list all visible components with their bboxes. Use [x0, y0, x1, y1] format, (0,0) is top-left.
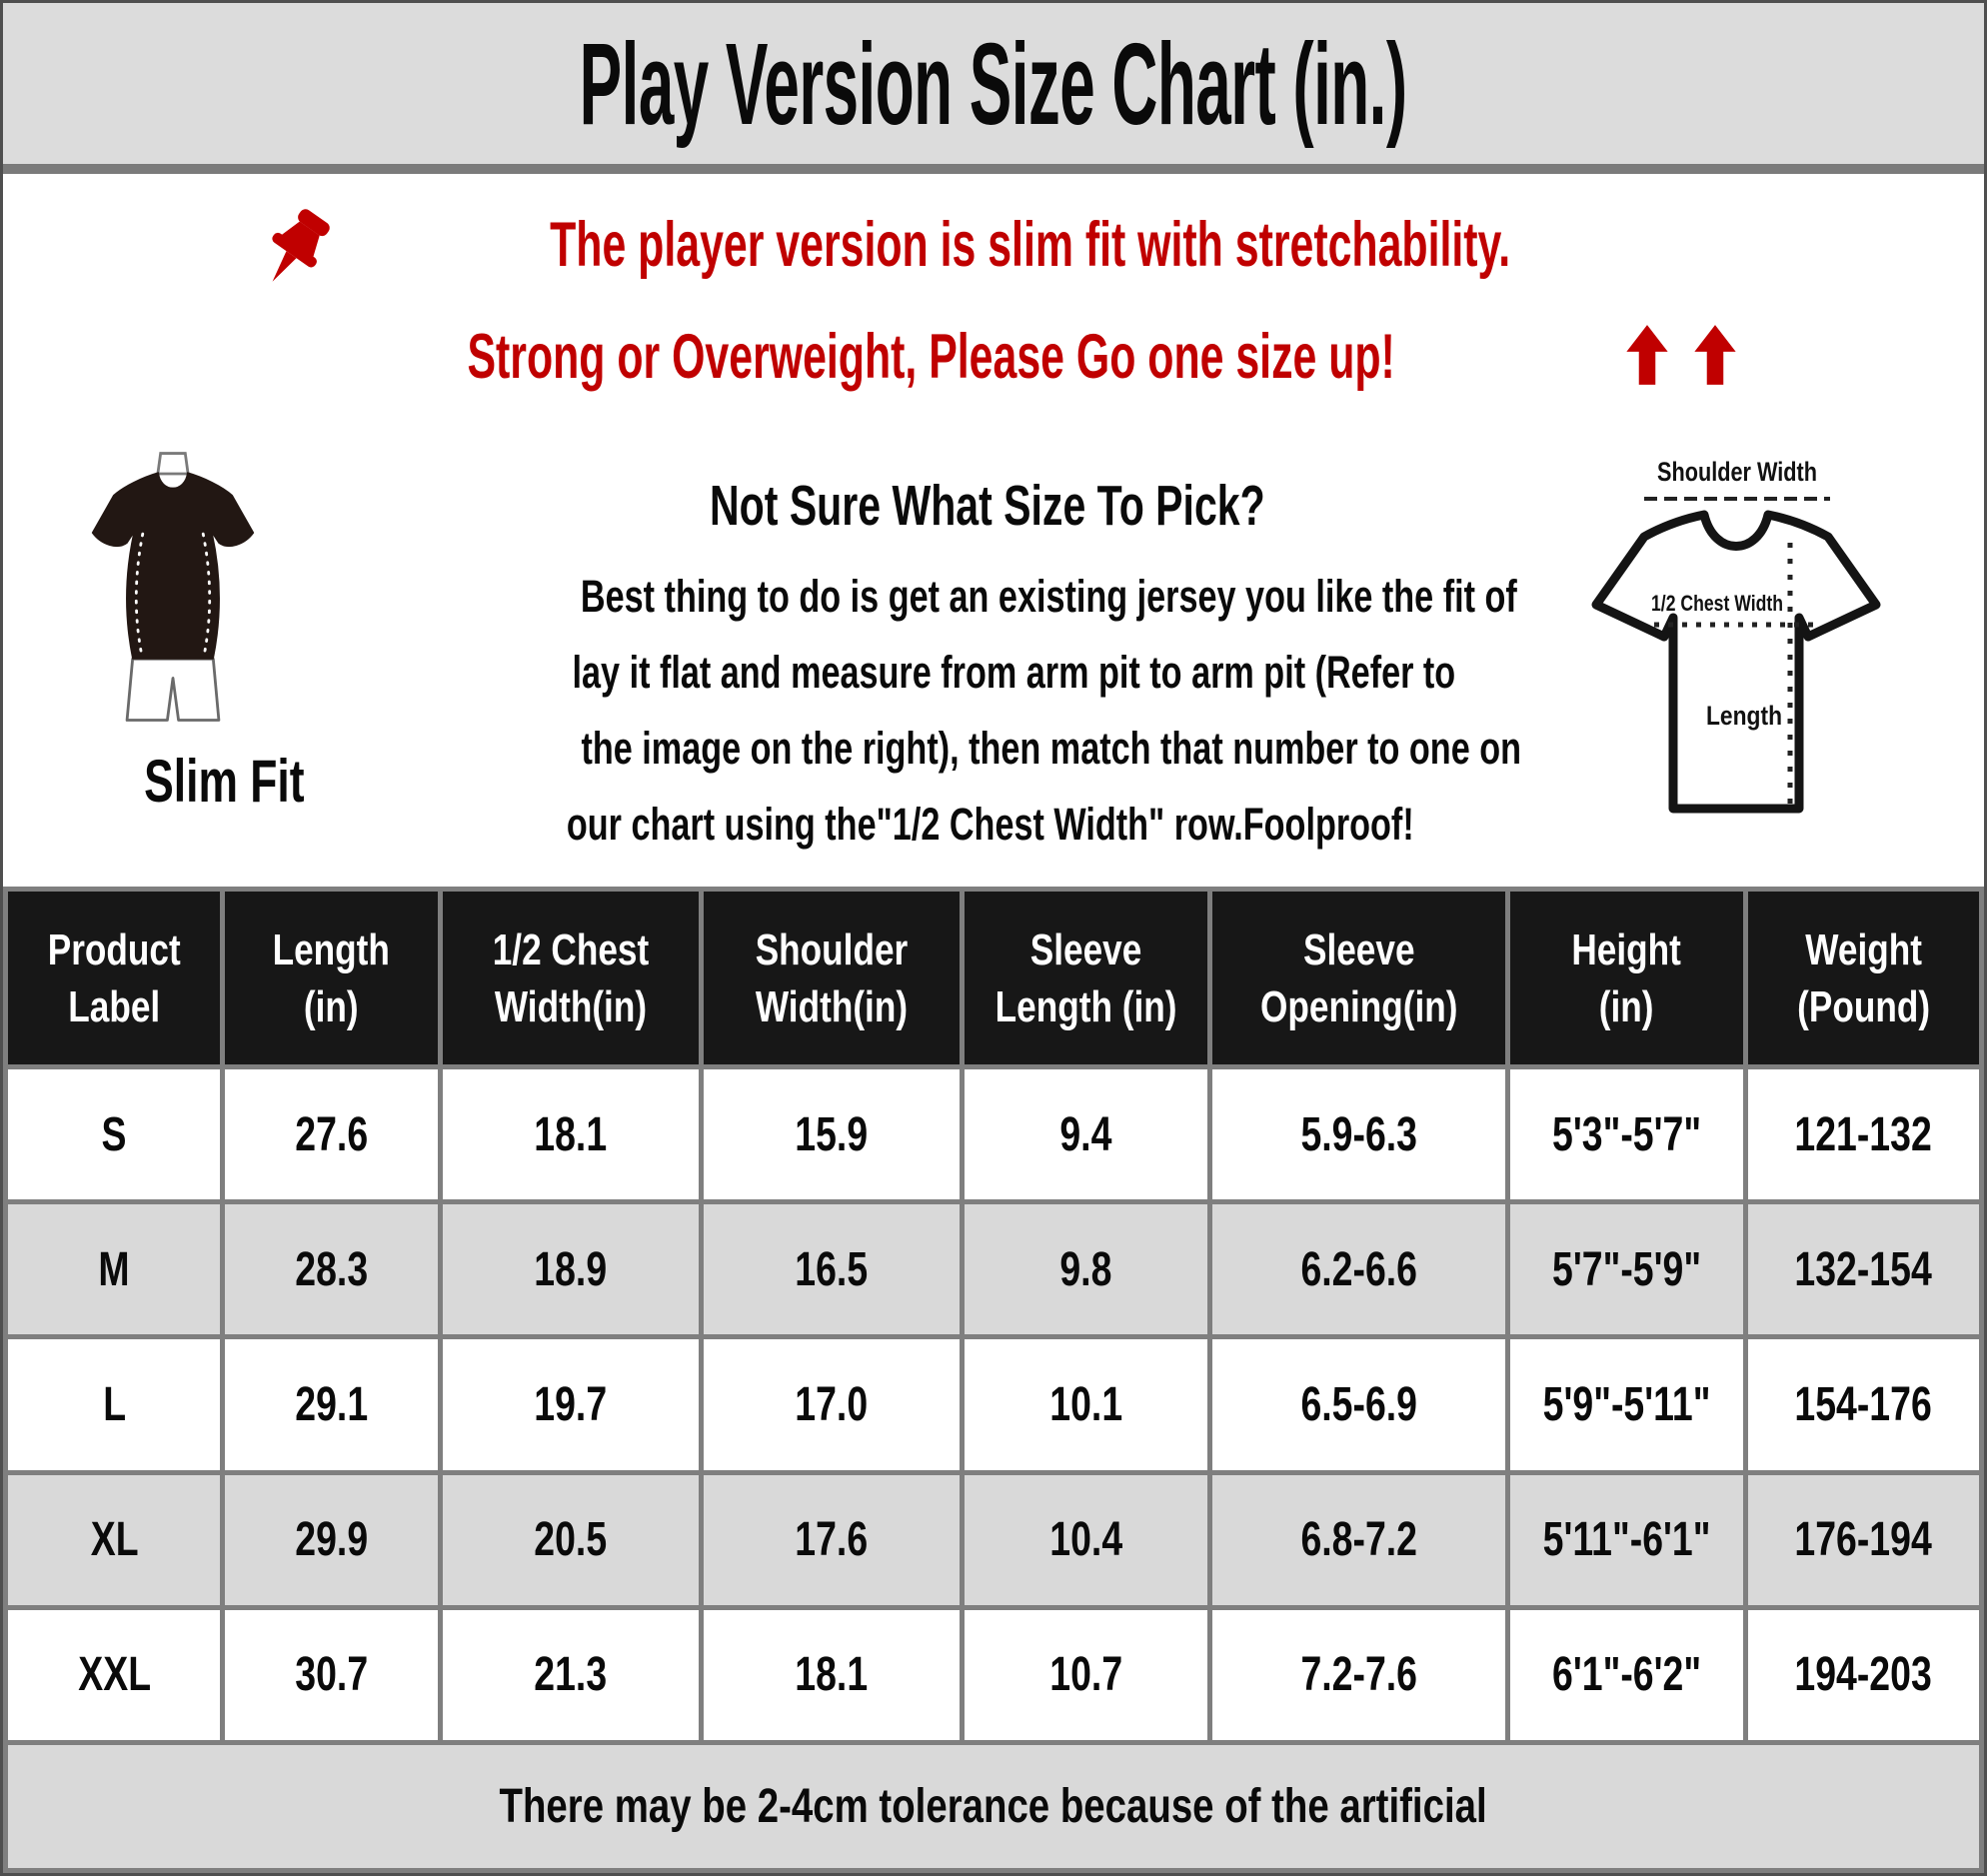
cell-shoulder: 17.6: [698, 1469, 965, 1610]
cell-weight: 132-154: [1742, 1199, 1984, 1340]
table-row-m: M 28.3 18.9 16.5 9.8 6.2-6.6 5'7"-5'9" 1…: [3, 1199, 1984, 1340]
cell-half-chest: 19.7: [437, 1334, 704, 1475]
cell-sleeve-length: 9.8: [959, 1199, 1212, 1340]
cell-height: 5'7"-5'9": [1505, 1199, 1748, 1340]
table-row-s: S 27.6 18.1 15.9 9.4 5.9-6.3 5'3"-5'7" 1…: [3, 1063, 1984, 1205]
header-sleeve-opening: Sleeve Opening(in): [1206, 887, 1511, 1069]
cell-height: 5'11"-6'1": [1505, 1469, 1748, 1610]
cell-size: L: [3, 1334, 226, 1475]
header-sleeve-length: Sleeve Length (in): [959, 887, 1212, 1069]
half-chest-width-label: 1/2 Chest Width: [1651, 591, 1783, 616]
length-label: Length: [1706, 701, 1782, 731]
title-band: Play Version Size Chart (in.): [3, 3, 1984, 174]
cell-sleeve-opening: 6.8-7.2: [1206, 1469, 1511, 1610]
cell-shoulder: 15.9: [698, 1063, 965, 1205]
cell-sleeve-length: 9.4: [959, 1063, 1212, 1205]
cell-shoulder: 18.1: [698, 1604, 965, 1746]
cell-height: 6'1"-6'2": [1505, 1604, 1748, 1746]
cell-sleeve-length: 10.4: [959, 1469, 1212, 1610]
page-title: Play Version Size Chart (in.): [580, 18, 1407, 149]
cell-sleeve-length: 10.7: [959, 1604, 1212, 1746]
cell-size: S: [3, 1063, 226, 1205]
table-row-xxl: XXL 30.7 21.3 18.1 10.7 7.2-7.6 6'1"-6'2…: [3, 1604, 1984, 1746]
size-help-line: Best thing to do is get an existing jers…: [580, 571, 1517, 622]
cell-half-chest: 21.3: [437, 1604, 704, 1746]
header-weight: Weight (Pound): [1742, 887, 1984, 1069]
cell-sleeve-opening: 6.2-6.6: [1206, 1199, 1511, 1340]
table-row-xl: XL 29.9 20.5 17.6 10.4 6.8-7.2 5'11"-6'1…: [3, 1469, 1984, 1610]
cell-half-chest: 18.9: [437, 1199, 704, 1340]
cell-shoulder: 16.5: [698, 1199, 965, 1340]
shoulder-width-label: Shoulder Width: [1657, 457, 1817, 487]
header-length: Length (in): [220, 887, 443, 1069]
cell-shoulder: 17.0: [698, 1334, 965, 1475]
table-footer-row: There may be 2-4cm tolerance because of …: [3, 1740, 1984, 1873]
pushpin-icon: [250, 205, 338, 293]
cell-height: 5'9"-5'11": [1505, 1334, 1748, 1475]
cell-weight: 121-132: [1742, 1063, 1984, 1205]
cell-length: 30.7: [220, 1604, 443, 1746]
notice-line-1: The player version is slim fit with stre…: [550, 210, 1511, 280]
notice-block: The player version is slim fit with stre…: [3, 201, 1984, 393]
size-help-heading: Not Sure What Size To Pick?: [710, 474, 1265, 538]
tshirt-outline: [1591, 510, 1881, 814]
cell-length: 28.3: [220, 1199, 443, 1340]
header-height: Height (in): [1505, 887, 1748, 1069]
cell-half-chest: 20.5: [437, 1469, 704, 1610]
cell-size: XXL: [3, 1604, 226, 1746]
cell-weight: 176-194: [1742, 1469, 1984, 1610]
up-arrows: [1624, 323, 1738, 387]
cell-weight: 154-176: [1742, 1334, 1984, 1475]
header-half-chest-width: 1/2 Chest Width(in): [437, 887, 704, 1069]
cell-sleeve-length: 10.1: [959, 1334, 1212, 1475]
cell-height: 5'3"-5'7": [1505, 1063, 1748, 1205]
cell-sleeve-opening: 7.2-7.6: [1206, 1604, 1511, 1746]
cell-half-chest: 18.1: [437, 1063, 704, 1205]
cell-length: 29.9: [220, 1469, 443, 1610]
size-table-wrap: Product Label Length (in) 1/2 Chest Width(i…: [3, 887, 1984, 1873]
cell-size: M: [3, 1199, 226, 1340]
size-help-line: lay it flat and measure from arm pit to …: [572, 647, 1456, 698]
slim-fit-caption: Slim Fit: [143, 748, 305, 815]
tshirt-measurement-diagram: Shoulder Width 1/2 Chest Width Length: [1574, 453, 1970, 845]
size-help-block: Not Sure What Size To Pick? Best thing t…: [433, 473, 1542, 863]
notice-row-2: Strong or Overweight, Please Go one size…: [249, 321, 1737, 393]
size-help-line: our chart using the"1/2 Chest Width" row…: [566, 799, 1414, 850]
cell-sleeve-opening: 6.5-6.9: [1206, 1334, 1511, 1475]
table-row-l: L 29.1 19.7 17.0 10.1 6.5-6.9 5'9"-5'11"…: [3, 1334, 1984, 1475]
cell-sleeve-opening: 5.9-6.3: [1206, 1063, 1511, 1205]
cell-weight: 194-203: [1742, 1604, 1984, 1746]
header-product-label: Product Label: [3, 887, 226, 1069]
up-arrow-icon: [1693, 325, 1736, 385]
up-arrow-icon: [1625, 325, 1668, 385]
table-header-row: Product Label Length (in) 1/2 Chest Width(i…: [3, 887, 1984, 1069]
cell-length: 27.6: [220, 1063, 443, 1205]
size-help-line: the image on the right), then match that…: [581, 723, 1522, 774]
cell-size: XL: [3, 1469, 226, 1610]
notice-line-2: Strong or Overweight, Please Go one size…: [467, 322, 1396, 392]
cell-length: 29.1: [220, 1334, 443, 1475]
size-table: Product Label Length (in) 1/2 Chest Width(i…: [3, 887, 1984, 1873]
tolerance-note: There may be 2-4cm tolerance because of …: [3, 1740, 1984, 1873]
header-shoulder-width: Shoulder Width(in): [698, 887, 965, 1069]
slim-fit-figure: [89, 449, 257, 733]
notice-row-1: The player version is slim fit with stre…: [250, 201, 1736, 289]
